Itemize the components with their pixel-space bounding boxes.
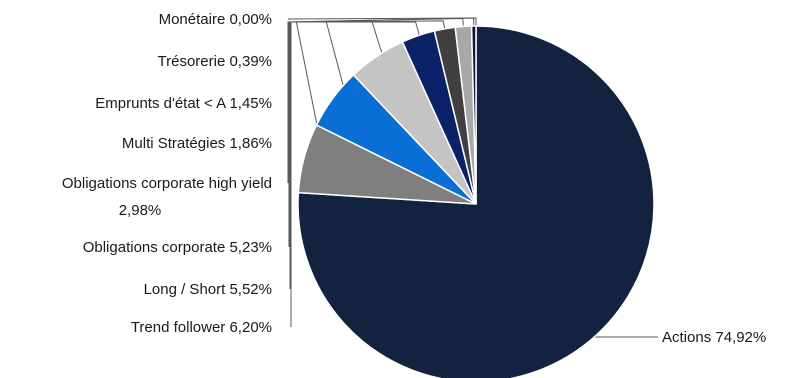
leader-lines: [287, 17, 658, 338]
slice-labels: Monétaire 0,00% Trésorerie 0,39% Emprunts …: [62, 11, 766, 346]
label-trend-follower: Trend follower 6,20%: [131, 319, 272, 336]
label-multi-strategies: Multi Stratégies 1,86%: [122, 135, 272, 152]
label-obligations-corporate: Obligations corporate 5,23%: [83, 239, 272, 256]
pie-slices: [297, 25, 655, 378]
label-emprunts-d-etat-a: Emprunts d'état < A 1,45%: [95, 95, 272, 112]
label-tresorerie: Trésorerie 0,39%: [158, 53, 273, 70]
slice-tresorerie: [470, 25, 477, 205]
leader-obligations-corporate: [288, 21, 389, 247]
label-obligations-corporate-high-yield: Obligations corporate high yield: [62, 175, 272, 192]
label-actions: Actions 74,92%: [662, 329, 766, 346]
leader-long-short: [289, 21, 351, 289]
leader-trend-follower: [290, 21, 326, 327]
value-obligations-corporate-high-yield: 2,98%: [119, 202, 162, 219]
slice-actions: [297, 25, 655, 378]
label-long-short: Long / Short 5,52%: [144, 281, 272, 298]
label-monetaire: Monétaire 0,00%: [159, 11, 272, 28]
